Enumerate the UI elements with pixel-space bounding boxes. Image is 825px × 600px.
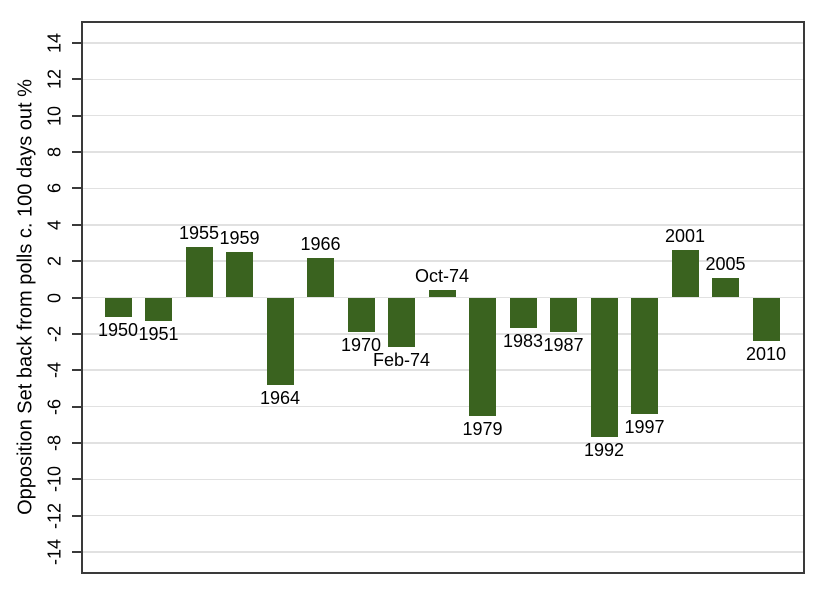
- y-tick--4: [72, 369, 81, 372]
- y-tick-label--12: -12: [44, 502, 65, 529]
- gridline-y-8: [83, 442, 803, 444]
- y-axis-title: Opposition Set back from polls c. 100 da…: [14, 79, 37, 515]
- y-tick--12: [72, 514, 81, 517]
- y-tick-label--10: -10: [44, 466, 65, 493]
- bar-2005: [712, 277, 739, 298]
- bar-label-1955: 1955: [178, 222, 220, 243]
- y-tick-label-4: 4: [44, 219, 65, 230]
- gridline-y-14: [83, 551, 803, 553]
- gridline-y8: [83, 151, 803, 153]
- bar-1992: [590, 297, 618, 438]
- y-tick-0: [72, 296, 81, 299]
- y-tick-label-10: 10: [44, 105, 65, 126]
- bar-1950: [104, 297, 132, 318]
- y-tick-4: [72, 223, 81, 226]
- bar-label-2001: 2001: [664, 226, 706, 247]
- bar-label-Oct-74: Oct-74: [414, 266, 470, 287]
- y-tick-12: [72, 78, 81, 81]
- gridline-y10: [83, 114, 803, 117]
- gridline-y6: [83, 187, 803, 190]
- bar-label-1959: 1959: [219, 228, 260, 249]
- bar-1951: [145, 297, 172, 322]
- gridline-y-2: [83, 333, 803, 335]
- y-tick--2: [72, 332, 81, 335]
- bar-label-1979: 1979: [462, 418, 503, 439]
- y-tick--8: [72, 441, 81, 444]
- bar-1964: [266, 297, 294, 385]
- y-tick-2: [72, 260, 81, 263]
- gridline-y14: [83, 42, 803, 44]
- y-tick--14: [72, 551, 81, 553]
- bar-label-1950: 1950: [97, 320, 139, 341]
- y-tick-14: [72, 41, 81, 44]
- bar-1979: [469, 297, 496, 416]
- gridline-y-12: [83, 514, 803, 517]
- bar-1955: [185, 246, 213, 298]
- bar-label-1966: 1966: [300, 233, 341, 254]
- bar-2001: [671, 250, 699, 298]
- bar-label-2005: 2005: [705, 253, 746, 274]
- bar-label-1983: 1983: [502, 331, 544, 352]
- y-tick--6: [72, 405, 81, 408]
- y-tick-10: [72, 114, 81, 117]
- bar-label-1992: 1992: [583, 440, 625, 461]
- bar-label-Feb-74: Feb-74: [372, 349, 431, 370]
- bar-label-1970: 1970: [340, 335, 382, 356]
- y-tick--10: [72, 478, 81, 481]
- bar-1959: [226, 252, 253, 298]
- y-tick-label--4: -4: [44, 362, 65, 379]
- y-tick-label--8: -8: [44, 434, 65, 451]
- gridline-y12: [83, 78, 803, 81]
- plot-area: 1950 1951 1955 1959 1964 1966 1970 Feb-74 Oct-74…: [81, 21, 805, 574]
- gridline-y-4: [83, 369, 803, 371]
- bar-Oct-74: [428, 290, 456, 298]
- bar-label-1964: 1964: [259, 387, 301, 408]
- gridline-y-10: [83, 478, 803, 481]
- bar-Feb-74: [388, 297, 415, 347]
- gridline-y-6: [83, 405, 803, 408]
- gridline-y4: [83, 224, 803, 226]
- bar-1983: [509, 297, 537, 329]
- bar-1966: [307, 257, 334, 298]
- gridline-y0: [83, 296, 803, 299]
- y-tick-label-6: 6: [44, 183, 65, 194]
- y-tick-label--14: -14: [44, 538, 65, 566]
- y-tick-label--2: -2: [44, 325, 65, 342]
- y-tick-label--6: -6: [44, 398, 65, 415]
- bar-label-2010: 2010: [745, 344, 787, 365]
- y-tick-8: [72, 151, 81, 154]
- y-tick-label-2: 2: [44, 256, 65, 267]
- bar-1997: [631, 297, 658, 414]
- y-tick-label-8: 8: [44, 147, 65, 158]
- bar-label-1987: 1987: [543, 335, 584, 356]
- bar-label-1951: 1951: [138, 324, 179, 345]
- gridline-y2: [83, 260, 803, 262]
- y-tick-6: [72, 187, 81, 190]
- bar-1987: [550, 297, 577, 333]
- y-tick-label-14: 14: [44, 32, 65, 53]
- y-tick-label-12: 12: [44, 69, 65, 90]
- bar-2010: [752, 297, 780, 342]
- y-tick-label-0: 0: [44, 292, 65, 303]
- bar-1970: [347, 297, 375, 333]
- bar-label-1997: 1997: [624, 416, 665, 437]
